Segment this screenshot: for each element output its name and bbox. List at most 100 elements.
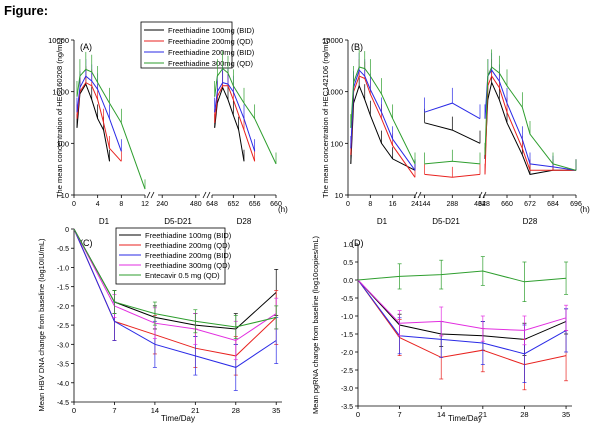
y-tick-label: -2.0 [341, 350, 353, 357]
y-tick-label: -4.0 [57, 381, 69, 388]
panel-a-x-unit: (h) [278, 205, 288, 214]
figure-title: Figure: [4, 3, 49, 18]
x-tick-label: 648 [206, 201, 218, 208]
y-tick-label: 1000 [326, 88, 343, 97]
y-tick-label: 1000 [52, 88, 69, 97]
series-line-green [76, 68, 146, 190]
axis-break [417, 191, 422, 199]
axis-break [150, 191, 155, 199]
panel-b-group-d5-d21: D5-D21 [432, 217, 460, 226]
legend-c-entry-4: Freethiadine 300mg (QD) [145, 261, 231, 270]
panel-c-plot: 0-0.5-1.0-1.5-2.0-2.5-3.0-3.5-4.0-4.50 7 1… [57, 227, 282, 415]
panel-a-legend: Freethiadine 100mg (BID) Freethiadine 20… [140, 21, 255, 69]
x-tick-label: 652 [227, 201, 239, 208]
panel-b: (B) The mean concentration of HEC142106 … [321, 36, 590, 226]
x-tick-label: 288 [446, 201, 458, 208]
legend-a-entry-4: Freethiadine 300mg (QD) [168, 59, 254, 68]
legend-c-entry-3: Freethiadine 200mg (BID) [145, 251, 232, 260]
series-line-green [357, 270, 567, 283]
y-tick-label: -1.5 [341, 332, 353, 339]
x-tick-label: 0 [72, 406, 76, 415]
axis-break [206, 191, 211, 199]
legend-c-entry-2: Freethiadine 200mg (QD) [145, 241, 231, 250]
y-tick-label: -4.5 [57, 400, 69, 407]
series-line-black [484, 81, 576, 175]
panel-a-plot: 10 100 1000 10000 0 4 8 12 240 480 648 652 656 660 [48, 36, 282, 208]
x-tick-label: 14 [151, 406, 159, 415]
series-line-black [350, 84, 416, 171]
series-line-green [350, 66, 416, 165]
series-line-green [424, 160, 481, 165]
legend-a-entry-3: Freethiadine 200mg (BID) [168, 48, 255, 57]
y-tick-label: -2.0 [57, 304, 69, 311]
y-tick-label: -1.0 [57, 265, 69, 272]
panel-b-group-d1: D1 [377, 217, 388, 226]
series-line-blue [357, 279, 567, 355]
x-tick-label: 0 [72, 201, 76, 208]
panel-c-legend: Freethiadine 100mg (BID) Freethiadine 20… [115, 227, 232, 285]
panel-c-ylabel: Mean HBV DNA change from baseline (log10… [37, 238, 46, 412]
panel-c-xlabel: Time/Day [161, 414, 195, 423]
x-tick-label: 21 [479, 410, 487, 419]
x-tick-label: 648 [478, 201, 490, 208]
panel-c: (C) Mean HBV DNA change from baseline (l… [37, 227, 282, 423]
y-tick-label: 10000 [48, 36, 69, 45]
x-tick-label: 7 [398, 410, 402, 419]
x-tick-label: 16 [389, 201, 397, 208]
y-tick-label: 100 [56, 139, 69, 148]
panel-d-plot: 1.0 0.5 0.0 -0.5 -1.0 -1.5 -2.0 -2.5 -3.0 -3.50 7 1… [341, 242, 572, 419]
x-tick-label: 480 [190, 201, 202, 208]
y-tick-label: 0.5 [343, 260, 353, 267]
series-line-blue [73, 228, 277, 368]
series-line-green [214, 67, 277, 165]
y-tick-label: -0.5 [341, 296, 353, 303]
series-line-black [76, 82, 110, 162]
series-line-black [214, 86, 245, 162]
panel-a-group-d28: D28 [237, 217, 252, 226]
x-tick-label: 0 [356, 410, 360, 419]
y-tick-label: -3.5 [341, 404, 353, 411]
x-tick-label: 696 [570, 201, 582, 208]
panel-b-x-unit: (h) [580, 205, 590, 214]
series-line-red [214, 85, 256, 162]
y-tick-label: -3.5 [57, 362, 69, 369]
y-tick-label: -3.0 [341, 386, 353, 393]
x-tick-label: 8 [119, 201, 123, 208]
legend-a-entry-2: Freethiadine 200mg (QD) [168, 37, 254, 46]
x-tick-label: 0 [346, 201, 350, 208]
panel-a-group-d1: D1 [99, 217, 110, 226]
panel-b-label: (B) [351, 42, 363, 52]
y-tick-label: 0.0 [343, 278, 353, 285]
y-tick-label: 10000 [322, 36, 343, 45]
x-tick-label: 35 [272, 406, 280, 415]
x-tick-label: 660 [270, 201, 282, 208]
x-tick-label: 656 [249, 201, 261, 208]
x-tick-label: 28 [520, 410, 528, 419]
axis-break [413, 191, 418, 199]
series-line-black [357, 279, 567, 340]
panel-b-group-d28: D28 [523, 217, 538, 226]
x-tick-label: 672 [524, 201, 536, 208]
x-tick-label: 28 [232, 406, 240, 415]
x-tick-label: 240 [156, 201, 168, 208]
series-line-blue [350, 69, 416, 171]
panel-a-label: (A) [80, 42, 92, 52]
panel-a-ylabel: The mean concentration of HEC160208 (ng/… [55, 37, 64, 198]
y-tick-label: -1.0 [341, 314, 353, 321]
legend-c-entry-5: Entecavir 0.5 mg (QD) [145, 271, 220, 280]
x-tick-label: 660 [501, 201, 513, 208]
panel-d: (D) Mean pgRNA change from baseline (log… [311, 235, 572, 423]
y-tick-label: -3.0 [57, 342, 69, 349]
series-line-green [73, 228, 277, 328]
x-tick-label: 24 [411, 201, 419, 208]
axis-break [146, 191, 151, 199]
legend-a-entry-1: Freethiadine 100mg (BID) [168, 26, 255, 35]
x-tick-label: 684 [547, 201, 559, 208]
y-tick-label: 1.0 [343, 242, 353, 249]
series-line-red [484, 75, 576, 175]
series-line-magenta [73, 228, 277, 342]
y-tick-label: 10 [335, 191, 343, 200]
panel-c-label: (C) [80, 238, 93, 248]
x-tick-label: 7 [112, 406, 116, 415]
